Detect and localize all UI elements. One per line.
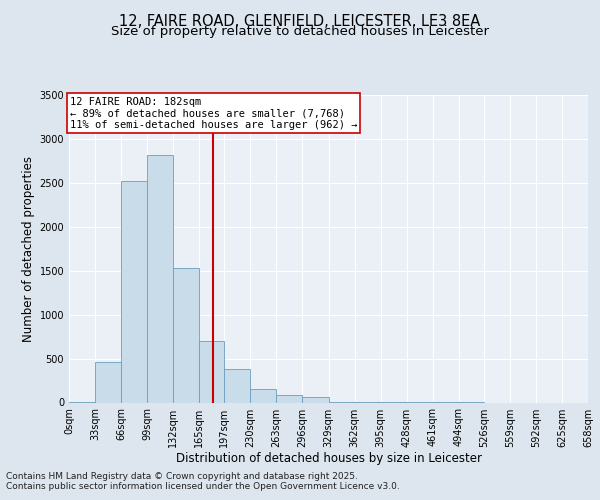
- Y-axis label: Number of detached properties: Number of detached properties: [22, 156, 35, 342]
- Text: Contains public sector information licensed under the Open Government Licence v3: Contains public sector information licen…: [6, 482, 400, 491]
- Text: 12, FAIRE ROAD, GLENFIELD, LEICESTER, LE3 8EA: 12, FAIRE ROAD, GLENFIELD, LEICESTER, LE…: [119, 14, 481, 29]
- Bar: [173, 268, 199, 402]
- Bar: [147, 154, 173, 402]
- Bar: [199, 341, 224, 402]
- Bar: [277, 396, 302, 402]
- X-axis label: Distribution of detached houses by size in Leicester: Distribution of detached houses by size …: [176, 452, 482, 466]
- Bar: [95, 362, 121, 403]
- Bar: [121, 181, 147, 402]
- Bar: [302, 397, 329, 402]
- Text: 12 FAIRE ROAD: 182sqm
← 89% of detached houses are smaller (7,768)
11% of semi-d: 12 FAIRE ROAD: 182sqm ← 89% of detached …: [70, 96, 357, 130]
- Text: Size of property relative to detached houses in Leicester: Size of property relative to detached ho…: [111, 25, 489, 38]
- Bar: [250, 389, 277, 402]
- Text: Contains HM Land Registry data © Crown copyright and database right 2025.: Contains HM Land Registry data © Crown c…: [6, 472, 358, 481]
- Bar: [224, 369, 250, 402]
